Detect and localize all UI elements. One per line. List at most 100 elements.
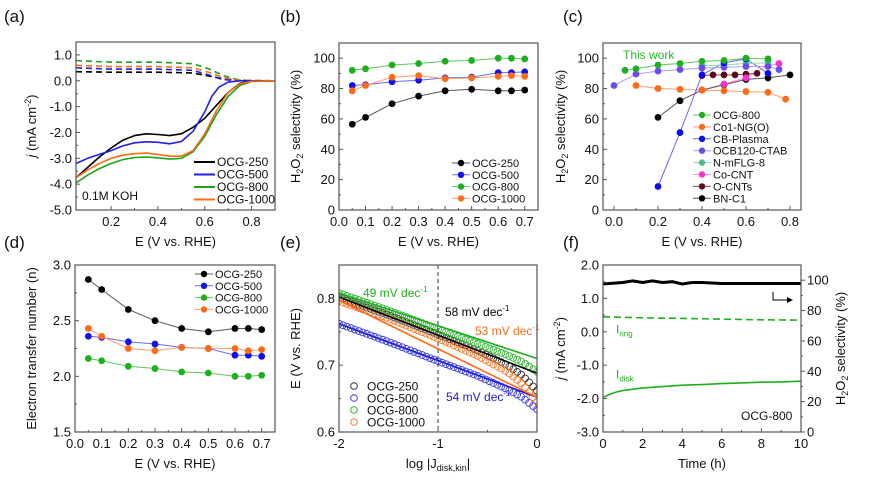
y-tick-label: 40 bbox=[321, 142, 335, 157]
data-point bbox=[775, 60, 783, 67]
data-point bbox=[632, 82, 640, 89]
tafel-slope-label: 58 mV dec-1 bbox=[445, 304, 510, 319]
legend-label: OCG-250 bbox=[215, 269, 262, 281]
data-point bbox=[509, 354, 518, 362]
y-tick-label: 3.0 bbox=[53, 258, 71, 273]
data-point bbox=[489, 360, 498, 369]
data-point bbox=[513, 355, 522, 364]
data-point bbox=[258, 371, 266, 379]
data-point bbox=[521, 86, 529, 94]
x-label-sub: disk,kin bbox=[437, 463, 467, 473]
data-point bbox=[505, 352, 514, 360]
this-work-annotation: This work bbox=[623, 48, 675, 62]
data-point bbox=[348, 87, 356, 95]
legend-label: OCG-500 bbox=[367, 392, 419, 406]
data-point bbox=[753, 69, 761, 77]
tafel-slope-label: 53 mV dec-1 bbox=[475, 323, 540, 338]
data-point bbox=[468, 85, 476, 93]
data-point bbox=[493, 362, 502, 371]
data-point bbox=[509, 365, 518, 374]
data-point bbox=[415, 92, 422, 100]
tafel-slope-label: 54 mV dec-1 bbox=[446, 389, 511, 404]
panel-label: (d) bbox=[4, 233, 25, 252]
x-tick-label: 0.2 bbox=[383, 214, 401, 229]
data-point bbox=[742, 54, 750, 62]
x-tick-label: 0.6 bbox=[226, 436, 244, 451]
data-point bbox=[244, 347, 252, 355]
x-tick-label: -2 bbox=[333, 436, 345, 451]
x-tick-label: 0.3 bbox=[410, 214, 428, 229]
x-label-main: log |J bbox=[406, 456, 437, 471]
data-point bbox=[84, 355, 92, 362]
y-tick-label: -2.0 bbox=[50, 125, 72, 140]
data-point bbox=[84, 332, 92, 340]
data-point bbox=[513, 368, 522, 376]
x-axis-label: E (V vs. RHE) bbox=[398, 234, 479, 249]
data-point bbox=[654, 61, 662, 69]
data-point bbox=[386, 315, 395, 324]
x-tick-label: 2 bbox=[639, 436, 646, 451]
data-point bbox=[124, 362, 132, 370]
y-tick-label: 0 bbox=[592, 203, 599, 218]
panel-a: (a) 0.2 0.4 0.6 0.8 -5.0 -4.0 -3.0 -2.0 -1.0 0.0 1.… bbox=[4, 7, 276, 249]
data-point bbox=[742, 74, 750, 82]
tafel-fit-line bbox=[339, 292, 537, 360]
y-right-tick-label: 20 bbox=[807, 394, 821, 409]
data-point bbox=[258, 326, 266, 333]
data-point bbox=[676, 97, 684, 105]
data-point bbox=[468, 57, 476, 64]
data-point bbox=[493, 356, 502, 365]
data-point bbox=[348, 66, 356, 74]
y-tick-label: 60 bbox=[585, 111, 599, 126]
data-point bbox=[388, 61, 396, 69]
panel-label: (f) bbox=[563, 233, 579, 252]
x-axis-label: E (V vs. RHE) bbox=[135, 456, 216, 471]
disk-current-line bbox=[76, 80, 275, 184]
data-point bbox=[610, 82, 618, 89]
data-point bbox=[497, 382, 506, 391]
data-point bbox=[497, 364, 506, 373]
data-point bbox=[449, 337, 458, 345]
x-tick-label: 4 bbox=[679, 436, 686, 451]
x-tick-label: 0.0 bbox=[66, 436, 84, 451]
panel-d: (d) 0.0 0.1 0.2 0.3 0.4 0.5 0.6 0.7 1.5 2.0 2.5 3.0 E… bbox=[4, 233, 276, 471]
y-label-sub: 2 bbox=[840, 376, 850, 381]
data-point bbox=[676, 66, 684, 73]
legend-marker bbox=[350, 406, 358, 414]
data-point bbox=[343, 291, 351, 300]
data-point bbox=[388, 100, 396, 108]
y-axis-label: Electron transfer number (n) bbox=[24, 267, 39, 430]
data-point bbox=[415, 72, 422, 80]
legend-label: OCG-800 bbox=[713, 110, 760, 122]
plot-frame bbox=[74, 264, 276, 433]
data-point bbox=[457, 334, 466, 342]
data-point bbox=[388, 73, 396, 81]
data-point bbox=[494, 73, 502, 80]
ring-current-line bbox=[76, 67, 275, 82]
data-point bbox=[493, 347, 502, 356]
legend-marker bbox=[350, 394, 358, 402]
x-tick-label: 0 bbox=[599, 436, 606, 451]
data-point bbox=[406, 314, 415, 323]
data-point bbox=[378, 312, 387, 321]
y-label-sub: 2 bbox=[295, 169, 305, 174]
slope-exponent: -1 bbox=[502, 304, 510, 313]
data-point bbox=[446, 335, 454, 344]
x-tick-label: 0.4 bbox=[149, 214, 167, 229]
arrow-head-icon bbox=[787, 297, 793, 303]
selectivity-line bbox=[603, 279, 801, 286]
data-point bbox=[151, 365, 159, 372]
data-point bbox=[742, 88, 750, 95]
ring-current-line bbox=[603, 316, 801, 321]
y-right-tick-label: 80 bbox=[807, 303, 821, 318]
y-tick-label: 0 bbox=[328, 203, 335, 218]
data-point bbox=[348, 120, 356, 128]
data-point bbox=[231, 325, 239, 332]
data-point bbox=[497, 349, 506, 357]
data-point bbox=[698, 57, 706, 65]
ring-current-label: Iring bbox=[616, 322, 633, 338]
x-tick-label: 0.2 bbox=[102, 214, 120, 229]
x-tick-label: 0.1 bbox=[93, 436, 111, 451]
y-tick-label: 1.0 bbox=[54, 47, 72, 62]
x-tick-label: 0 bbox=[533, 436, 540, 451]
